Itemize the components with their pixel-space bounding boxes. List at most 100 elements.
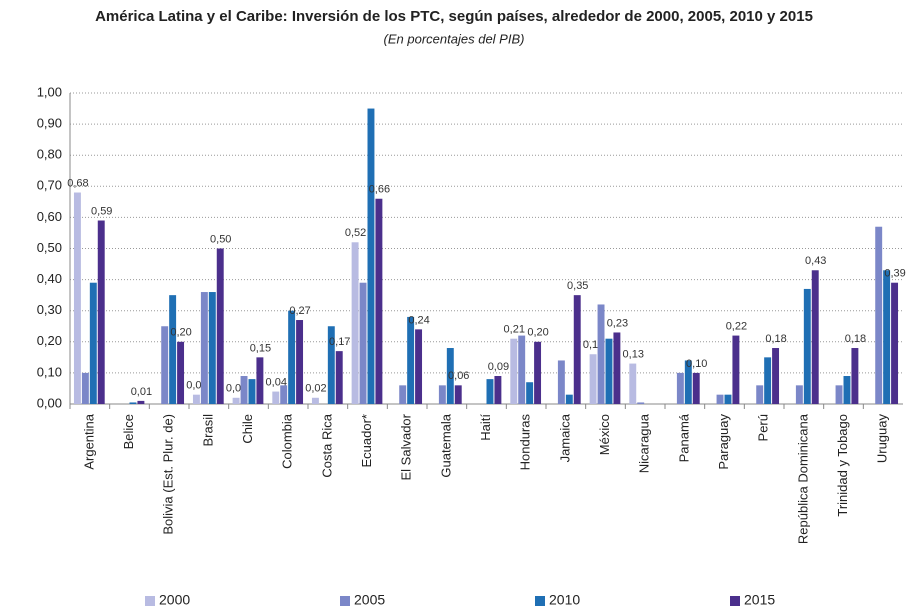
value-label: 0,24 [408,314,429,326]
value-label: 0,43 [805,255,826,267]
bar [494,376,502,404]
value-label: 0,66 [369,184,390,196]
x-tick-label: Bolivia (Est. Plur. de) [161,414,176,535]
y-tick-label: 0,40 [37,271,62,286]
value-label: 0,18 [845,333,866,345]
bar [684,360,692,404]
value-label: 0,17 [329,336,350,348]
bar [81,372,89,404]
bar [716,394,724,404]
value-label: 0,02 [305,383,326,395]
y-tick-label: 0,80 [37,147,62,162]
x-tick-label: México [597,414,612,455]
bar [89,282,97,404]
bar [835,385,843,404]
legend-swatch [730,596,740,606]
bar [327,326,335,404]
bar [756,385,764,404]
value-label: 0,39 [884,268,905,280]
legend-swatch [340,596,350,606]
bar [438,385,446,404]
value-label: 0,52 [345,227,366,239]
bar [446,348,454,404]
bar [375,198,383,404]
bar [605,338,613,404]
bar [359,282,367,404]
bar [589,354,597,404]
bar [764,357,772,404]
bar [597,304,605,404]
bar [200,292,208,404]
legend-label: 2010 [549,592,580,608]
value-label: 0,23 [607,317,628,329]
bar [692,372,700,404]
bar [637,402,645,404]
bar [177,341,185,404]
bar [724,394,732,404]
bar [732,335,740,404]
x-tick-label: Honduras [518,414,533,471]
bar [288,310,296,404]
y-tick-label: 0,50 [37,240,62,255]
bar [415,329,423,404]
bar [811,270,819,404]
bar [629,363,637,404]
bar [256,357,264,404]
bar [192,394,200,404]
bar [129,402,137,404]
value-label: 0,13 [623,348,644,360]
bar [169,295,177,404]
legend-label: 2000 [159,592,190,608]
bar [311,397,319,404]
bar [676,372,684,404]
x-tick-label: República Dominicana [795,413,810,544]
bar [518,335,526,404]
bar [843,376,851,404]
bar [367,108,375,405]
bar [73,192,81,404]
x-tick-label: Argentina [81,413,96,469]
chart-title: América Latina y el Caribe: Inversión de… [95,8,813,25]
value-label: 0,20 [170,327,191,339]
value-label: 0,10 [686,358,707,370]
value-label: 0,35 [567,280,588,292]
x-tick-label: Belice [121,414,136,449]
bar [137,400,145,404]
y-tick-label: 0,10 [37,364,62,379]
bar [161,326,169,404]
value-label: 0,09 [488,361,509,373]
bar [296,320,304,404]
bar [97,220,105,404]
bar [803,288,811,404]
x-tick-label: Uruguay [875,414,890,464]
bar [280,385,288,404]
bar [565,394,573,404]
bar [875,226,883,404]
value-label: 0,27 [289,305,310,317]
bar [232,397,240,404]
bar [248,379,256,404]
value-label: 0,20 [527,327,548,339]
x-tick-label: Costa Rica [319,413,334,477]
bar [335,351,343,404]
legend-swatch [535,596,545,606]
value-label: 0,15 [250,342,271,354]
bar [534,341,542,404]
bar [510,338,518,404]
y-tick-label: 1,00 [37,84,62,99]
x-tick-label: Ecuador* [359,414,374,467]
x-tick-label: Chile [240,414,255,444]
chart-subtitle: (En porcentajes del PIB) [384,31,525,46]
x-tick-label: Perú [756,414,771,441]
bar [526,382,534,404]
bar [772,348,780,404]
legend-label: 2005 [354,592,385,608]
value-label: 0,59 [91,205,112,217]
x-tick-label: Paraguay [716,414,731,470]
x-tick-label: Panamá [676,413,691,462]
value-label: 0,01 [131,386,152,398]
bar [557,360,565,404]
x-tick-label: Guatemala [438,413,453,477]
x-tick-label: Jamaica [557,413,572,462]
bar [573,295,581,404]
